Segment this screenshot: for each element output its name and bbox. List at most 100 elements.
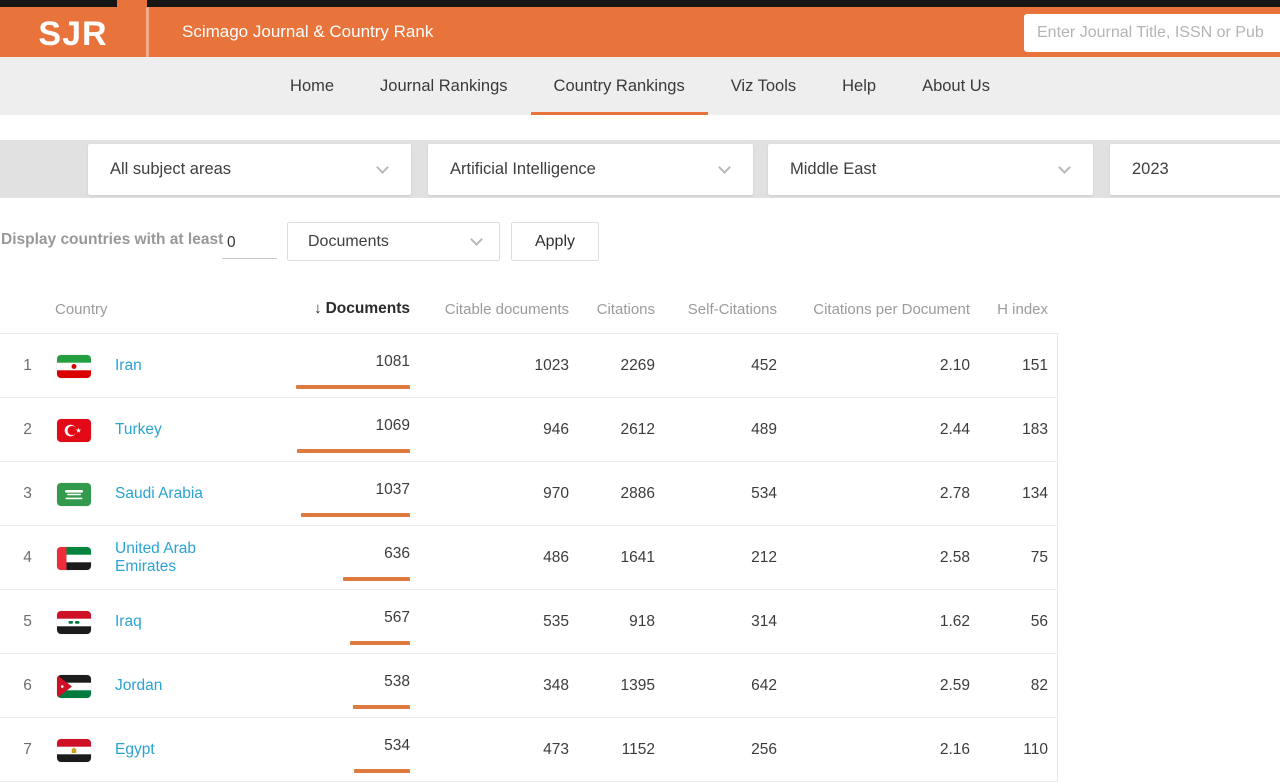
h-index-cell: 134: [1022, 485, 1048, 502]
nav-item-label: Home: [290, 76, 335, 95]
chevron-down-icon: [718, 160, 731, 174]
threshold-input[interactable]: [222, 227, 277, 259]
documents-cell: 534: [250, 718, 410, 782]
region-select[interactable]: Middle East: [768, 144, 1093, 195]
column-header-citations[interactable]: Citations: [596, 300, 655, 318]
flag-cell: [55, 482, 115, 506]
h-index-cell: 110: [1023, 741, 1048, 758]
country-link[interactable]: Iraq: [115, 613, 142, 630]
column-header-h-index[interactable]: H index: [997, 300, 1048, 318]
documents-cell: 538: [250, 654, 410, 718]
country-link[interactable]: United Arab Emirates: [115, 540, 196, 575]
citations-per-document-cell: 2.58: [939, 549, 970, 566]
citations-per-document-cell: 2.59: [939, 677, 970, 694]
citations-cell: 1152: [621, 741, 655, 758]
apply-button[interactable]: Apply: [511, 222, 599, 261]
threshold-bar: Display countries with at least Document…: [0, 221, 1280, 261]
subject-area-select[interactable]: All subject areas: [88, 144, 411, 195]
journal-search-input[interactable]: [1024, 14, 1280, 52]
subject-category-value: Artificial Intelligence: [450, 160, 596, 178]
table-row: 3 Saudi Arabia 1037 970 2886 534 2.78 134: [0, 462, 1057, 526]
documents-cell: 567: [250, 590, 410, 654]
nav-item-viz-tools[interactable]: Viz Tools: [708, 57, 819, 115]
rank-cell: 4: [23, 549, 32, 566]
iran-flag-icon: [57, 354, 91, 378]
sjr-logo[interactable]: SJR: [0, 7, 149, 63]
citations-cell: 2886: [620, 485, 655, 502]
nav-item-label: Help: [842, 76, 877, 95]
country-link[interactable]: Iran: [115, 357, 142, 374]
self-citations-cell: 489: [751, 421, 777, 438]
nav-item-about-us[interactable]: About Us: [899, 57, 1013, 115]
documents-cell: 1037: [250, 462, 410, 526]
nav-item-home[interactable]: Home: [267, 57, 357, 115]
rank-cell: 7: [23, 741, 32, 758]
country-rankings-table: Country ↓ Documents Citable documents Cit…: [0, 285, 1058, 782]
nav-item-journal-rankings[interactable]: Journal Rankings: [357, 57, 531, 115]
citable-documents-cell: 535: [543, 613, 569, 630]
column-header-country[interactable]: Country: [55, 300, 108, 318]
app-title: Scimago Journal & Country Rank: [182, 22, 434, 41]
column-header-citable-documents[interactable]: Citable documents: [444, 300, 569, 318]
table-row: 5 Iraq 567 535 918 314 1.62 56: [0, 590, 1057, 654]
citations-cell: 1395: [620, 677, 655, 694]
country-cell: Turkey: [115, 421, 250, 439]
country-link[interactable]: Jordan: [115, 677, 163, 694]
iraq-flag-icon: [57, 610, 91, 634]
documents-cell: 636: [250, 526, 410, 590]
nav-item-help[interactable]: Help: [819, 57, 899, 115]
threshold-label: Display countries with at least: [1, 231, 224, 248]
logo-notch: [117, 0, 147, 7]
table-body: 1 Iran 1081 1023 2269 452 2.10 151 2 Turkey 1069 94…: [0, 334, 1058, 782]
country-link[interactable]: Turkey: [115, 421, 162, 438]
nav-item-label: Journal Rankings: [380, 76, 508, 95]
self-citations-cell: 452: [751, 357, 777, 374]
nav-item-country-rankings[interactable]: Country Rankings: [530, 57, 708, 115]
citable-documents-cell: 348: [543, 677, 569, 694]
documents-value: 636: [384, 545, 410, 562]
subject-area-value: All subject areas: [110, 160, 232, 178]
citations-per-document-cell: 2.44: [939, 421, 970, 438]
citable-documents-cell: 970: [543, 485, 569, 502]
year-value: 2023: [1132, 160, 1169, 178]
h-index-cell: 75: [1030, 549, 1048, 566]
column-header-self-citations[interactable]: Self-Citations: [687, 300, 777, 318]
country-cell: Iraq: [115, 613, 250, 631]
rank-cell: 1: [23, 357, 32, 374]
documents-bar: [354, 769, 410, 773]
documents-value: 1081: [375, 353, 410, 370]
citations-per-document-cell: 2.78: [939, 485, 970, 502]
threshold-metric-value: Documents: [308, 232, 389, 250]
flag-cell: [55, 546, 115, 570]
documents-value: 1037: [375, 481, 410, 498]
table-header-row: Country ↓ Documents Citable documents Cit…: [0, 285, 1058, 334]
self-citations-cell: 256: [751, 741, 777, 758]
documents-bar: [353, 705, 410, 709]
nav-list: Home Journal Rankings Country Rankings Viz …: [0, 57, 1280, 115]
citations-cell: 2612: [620, 421, 655, 438]
flag-cell: [55, 418, 115, 442]
documents-value: 567: [384, 609, 410, 626]
table-row: 6 Jordan 538 348 1395 642 2.59 82: [0, 654, 1057, 718]
country-link[interactable]: Saudi Arabia: [115, 485, 203, 502]
turkey-flag-icon: [57, 418, 91, 442]
saudi-arabia-flag-icon: [57, 482, 91, 506]
flag-cell: [55, 674, 115, 698]
citable-documents-cell: 473: [543, 741, 569, 758]
region-value: Middle East: [790, 160, 877, 178]
subject-category-select[interactable]: Artificial Intelligence: [428, 144, 753, 195]
self-citations-cell: 534: [751, 485, 777, 502]
h-index-cell: 183: [1022, 421, 1048, 438]
nav-item-label: About Us: [922, 76, 990, 95]
documents-value: 534: [384, 737, 410, 754]
table-row: 2 Turkey 1069 946 2612 489 2.44 183: [0, 398, 1057, 462]
column-header-citations-per-document[interactable]: Citations per Document: [813, 300, 970, 318]
table-row: 4 United Arab Emirates 636 486 1641 212 2.58 75: [0, 526, 1057, 590]
filters-bar: All subject areas Artificial Intelligenc…: [0, 140, 1280, 198]
documents-cell: 1069: [250, 398, 410, 462]
column-header-documents[interactable]: ↓ Documents: [314, 300, 410, 317]
year-select[interactable]: 2023: [1110, 144, 1280, 195]
country-link[interactable]: Egypt: [115, 741, 155, 758]
flag-cell: [55, 354, 115, 378]
threshold-metric-select[interactable]: Documents: [287, 222, 500, 261]
